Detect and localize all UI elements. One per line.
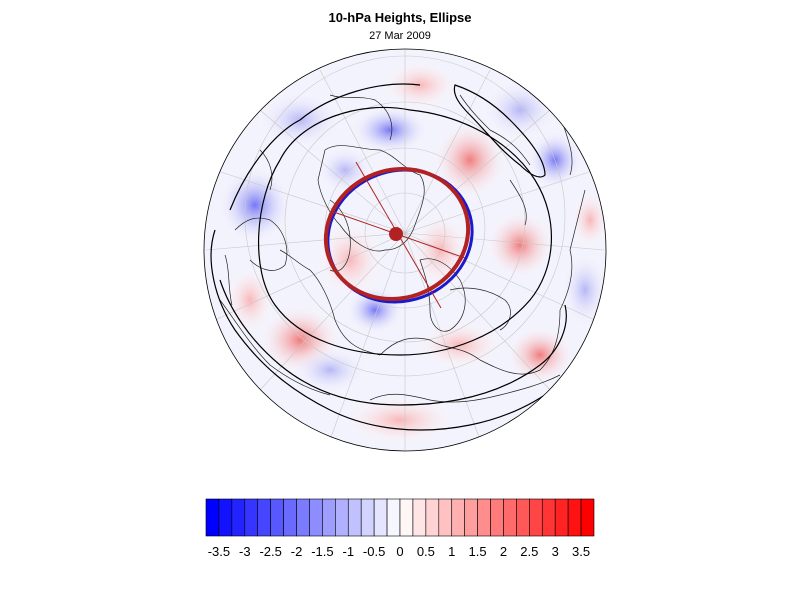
- colorbar-box: [257, 498, 271, 537]
- colorbar-box: [503, 498, 517, 537]
- colorbar-box: [412, 498, 427, 537]
- polar-map: [203, 48, 607, 452]
- colorbar-box: [335, 498, 349, 537]
- colorbar-box: [386, 498, 401, 537]
- colorbar-tick-label: -0.5: [363, 544, 385, 559]
- colorbar-box: [360, 498, 375, 537]
- colorbar-box: [580, 498, 595, 537]
- colorbar-tick-label: 2: [500, 544, 507, 559]
- coastlines: [219, 89, 586, 403]
- colorbar-tick-label: 2.5: [520, 544, 538, 559]
- colorbar-tick-label: -3: [239, 544, 251, 559]
- colorbar-box: [464, 498, 478, 537]
- colorbar-box: [244, 498, 259, 537]
- colorbar-tick-label: -2: [291, 544, 303, 559]
- colorbar-box: [477, 498, 491, 537]
- colorbar-tick-label: -1.5: [311, 544, 333, 559]
- colorbar-tick-label: -2.5: [259, 544, 281, 559]
- colorbar-box: [529, 498, 543, 537]
- height-contours: [210, 83, 591, 431]
- colorbar-tick-label: 1: [448, 544, 455, 559]
- colorbar-box: [554, 498, 569, 537]
- colorbar-tick-label: 0.5: [417, 544, 435, 559]
- colorbar-box: [516, 498, 530, 537]
- colorbar-box: [451, 498, 465, 537]
- colorbar-box: [347, 498, 362, 537]
- colorbar-tick-label: 1.5: [469, 544, 487, 559]
- colorbar-box: [399, 498, 414, 537]
- colorbar-box: [567, 498, 582, 537]
- anomaly-field: [217, 60, 606, 445]
- colorbar-box: [309, 498, 323, 537]
- colorbar-tick-labels: -3.5 -3 -2.5 -2 -1.5 -1 -0.5 0 0.5 1 1.5 2 2.5 3 3.5: [208, 544, 590, 559]
- colorbar-box: [490, 498, 504, 537]
- colorbar-tick-label: -1: [342, 544, 354, 559]
- colorbar-box: [438, 498, 453, 537]
- colorbar-box: [322, 498, 336, 537]
- colorbar-tick-label: -3.5: [208, 544, 230, 559]
- colorbar-boxes: [205, 498, 595, 537]
- colorbar-box: [231, 498, 246, 537]
- colorbar-box: [218, 498, 233, 537]
- colorbar-tick-label: 3.5: [572, 544, 590, 559]
- colorbar-box: [283, 498, 297, 537]
- colorbar-box: [425, 498, 440, 537]
- colorbar-box: [373, 498, 388, 537]
- map-date: 27 Mar 2009: [369, 30, 431, 42]
- colorbar-box: [296, 498, 310, 537]
- colorbar-tick-label: 3: [552, 544, 559, 559]
- colorbar-box: [541, 498, 556, 537]
- colorbar-tick-label: 0: [396, 544, 403, 559]
- colorbar-box: [270, 498, 284, 537]
- globe-outline: [203, 48, 607, 452]
- vortex-ellipse: [323, 161, 474, 309]
- colorbar-box: [205, 498, 220, 537]
- map-title: 10-hPa Heights, Ellipse: [328, 10, 472, 25]
